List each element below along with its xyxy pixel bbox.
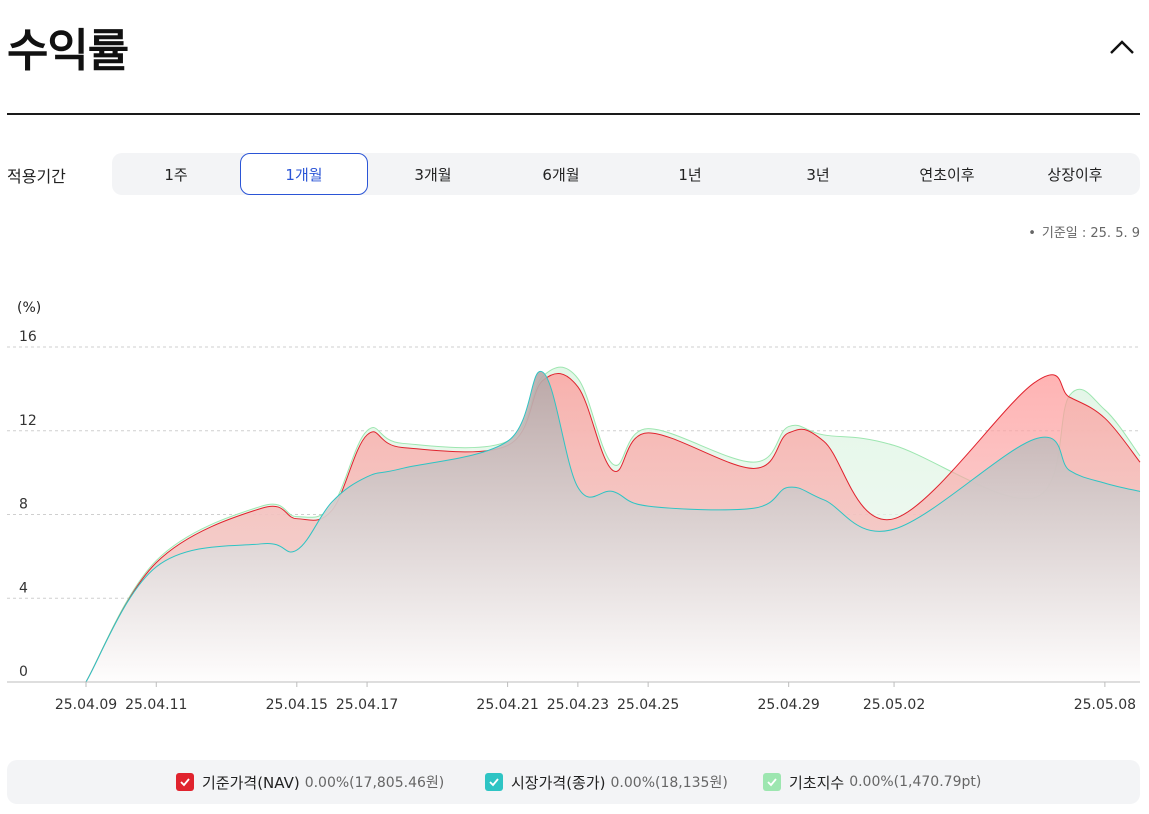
series-line <box>85 370 1141 683</box>
period-tab[interactable]: 6개월 <box>542 165 580 184</box>
period-tab[interactable]: 3개월 <box>414 165 452 184</box>
x-tick-label: 25.04.25 <box>617 697 679 713</box>
legend-item[interactable]: 시장가격(종가) 0.00%(18,135원) <box>485 772 728 792</box>
y-tick-label: 4 <box>19 580 28 596</box>
page-title: 수익률 <box>7 24 129 77</box>
legend-name: 기초지수 <box>789 773 845 792</box>
return-chart: (%) 0 4 8 12 16 25.04.09 25.04.11 25.04.15 25.04.… <box>7 300 1141 713</box>
legend-name: 시장가격(종가) <box>511 773 606 792</box>
y-tick-label: 12 <box>19 413 37 429</box>
legend-name: 기준가격(NAV) <box>202 773 300 792</box>
legend-value: 0.00%(17,805.46원) <box>304 775 445 791</box>
chart-legend: 기준가격(NAV) 0.00%(17,805.46원) 시장가격(종가) 0.00%(… <box>7 760 1140 804</box>
period-selector: 1주 1개월 3개월 6개월 1년 3년 연초이후 상장이후 <box>112 153 1140 195</box>
legend-item[interactable]: 기초지수 0.00%(1,470.79pt) <box>763 772 981 792</box>
period-tab[interactable]: 1주 <box>164 165 188 184</box>
legend-value: 0.00%(18,135원) <box>610 775 728 791</box>
x-tick-label: 25.05.08 <box>1074 697 1136 713</box>
period-label: 적용기간 <box>7 167 66 186</box>
period-tab[interactable]: 3년 <box>806 165 830 184</box>
period-tab[interactable]: 상장이후 <box>1047 165 1103 184</box>
collapse-button[interactable] <box>1104 30 1140 66</box>
x-tick-label: 25.04.21 <box>476 697 538 713</box>
y-tick-label: 8 <box>19 497 28 513</box>
y-tick-label: 16 <box>19 329 37 345</box>
period-tab[interactable]: 1개월 <box>240 153 368 195</box>
checkbox-checked-icon <box>485 773 503 791</box>
period-tab[interactable]: 1년 <box>678 165 702 184</box>
header-divider <box>7 113 1140 115</box>
legend-item[interactable]: 기준가격(NAV) 0.00%(17,805.46원) <box>176 772 444 792</box>
checkbox-checked-icon <box>176 773 194 791</box>
base-date: • 기준일 : 25. 5. 9 <box>1028 226 1140 241</box>
x-tick-label: 25.04.15 <box>266 697 328 713</box>
y-unit-label: (%) <box>17 300 41 316</box>
period-tab[interactable]: 연초이후 <box>919 165 975 184</box>
x-tick-label: 25.04.11 <box>125 697 187 713</box>
x-tick-label: 25.04.29 <box>757 697 819 713</box>
checkbox-checked-icon <box>763 773 781 791</box>
x-tick-label: 25.04.23 <box>547 697 609 713</box>
x-tick-label: 25.04.17 <box>336 697 398 713</box>
series-line <box>85 373 1141 683</box>
series-area <box>86 371 1140 682</box>
y-tick-label: 0 <box>19 664 28 680</box>
x-tick-label: 25.05.02 <box>863 697 925 713</box>
x-tick-label: 25.04.09 <box>55 697 117 713</box>
chevron-up-icon <box>1110 40 1134 54</box>
legend-value: 0.00%(1,470.79pt) <box>849 774 982 790</box>
